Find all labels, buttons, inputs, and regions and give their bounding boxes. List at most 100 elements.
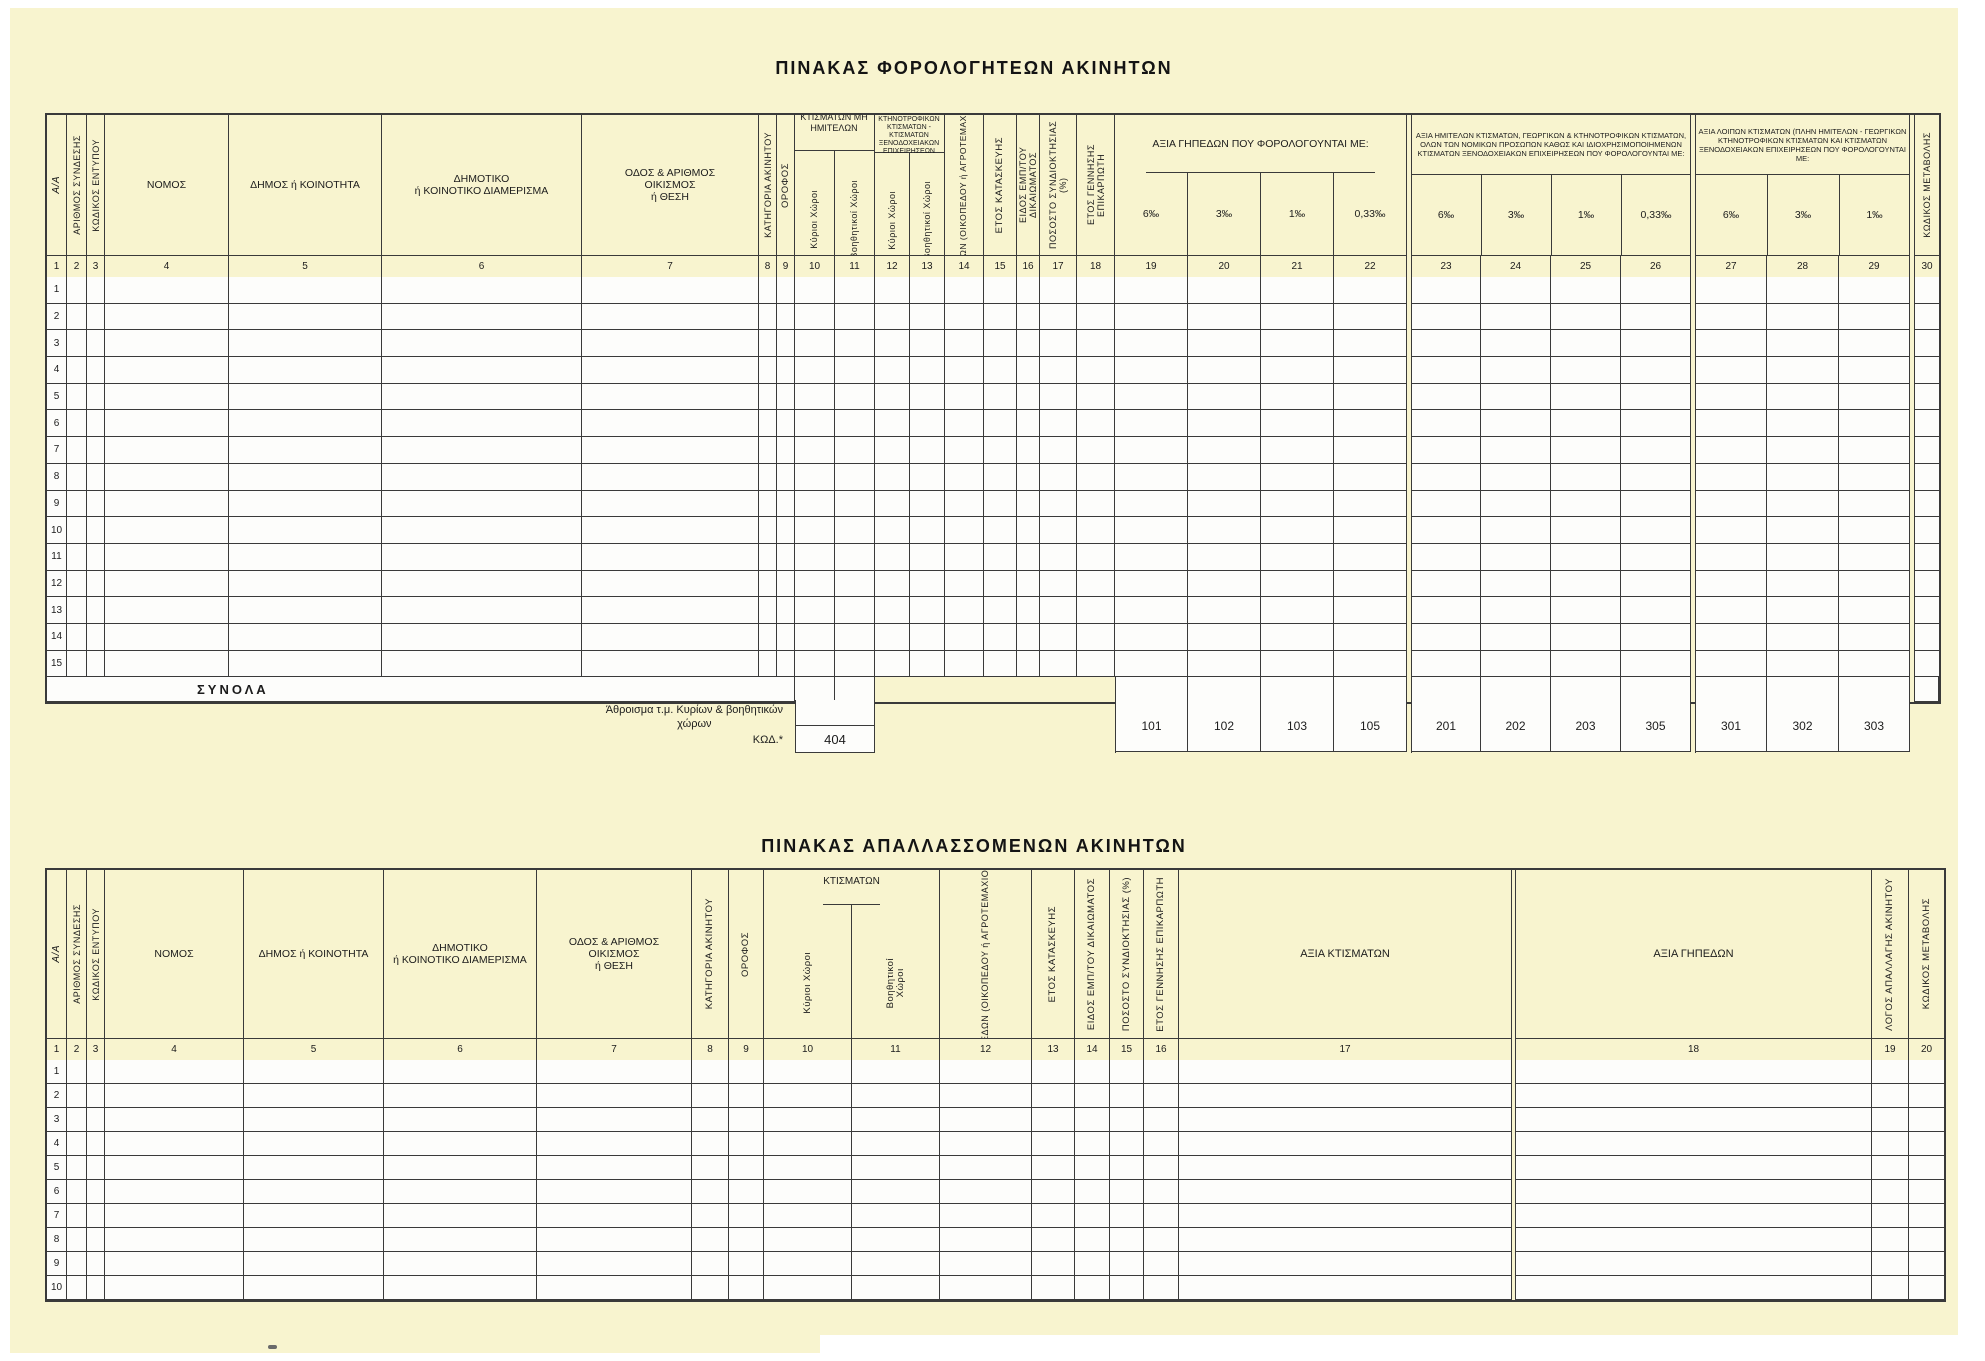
t2-colnum: 14: [1075, 1038, 1110, 1060]
t1-colnum: 30: [1914, 255, 1939, 277]
empty-cell: [1515, 1276, 1872, 1300]
empty-cell: [1179, 1156, 1512, 1180]
totals-cell: [1334, 677, 1407, 703]
empty-cell: [1334, 570, 1407, 598]
empty-cell: [67, 570, 87, 598]
empty-cell: [382, 597, 582, 624]
empty-cell: [795, 383, 835, 411]
t1-group-axia-loipon: ΑΞΙΑ ΛΟΙΠΩΝ ΚΤΙΣΜΑΤΩΝ (ΠΛΗΝ ΗΜΙΤΕΛΩΝ - Γ…: [1695, 115, 1910, 255]
empty-cell: [1872, 1204, 1909, 1228]
code-cell: 103: [1261, 700, 1334, 752]
empty-cell: [1261, 303, 1334, 331]
empty-cell: [1767, 303, 1839, 331]
code-cell: 305: [1621, 700, 1691, 752]
empty-cell: [1115, 463, 1188, 491]
empty-cell: [1872, 1180, 1909, 1204]
empty-cell: [87, 517, 105, 544]
t1-header-odos: ΟΔΟΣ & ΑΡΙΘΜΟΣ ΟΙΚΙΣΜΟΣ ή ΘΕΣΗ: [582, 115, 759, 255]
t1-colnum: 5: [229, 255, 382, 277]
empty-cell: [229, 357, 382, 384]
empty-cell: [1144, 1204, 1179, 1228]
code-cell: 105: [1334, 700, 1407, 752]
empty-cell: [1767, 650, 1839, 678]
empty-cell: [835, 410, 875, 438]
empty-cell: [729, 1132, 764, 1156]
empty-cell: [1411, 597, 1481, 624]
empty-cell: [1551, 330, 1621, 358]
empty-cell: [67, 330, 87, 358]
empty-cell: [1077, 650, 1115, 678]
empty-cell: [382, 543, 582, 571]
empty-cell: [1909, 1084, 1944, 1108]
empty-cell: [692, 1228, 729, 1252]
empty-cell: [105, 597, 229, 624]
t1-header-orofos: ΟΡΟΦΟΣ: [777, 115, 795, 255]
empty-cell: [852, 1084, 940, 1108]
empty-cell: [945, 277, 984, 304]
empty-cell: [910, 650, 945, 678]
empty-cell: [764, 1180, 852, 1204]
empty-cell: [582, 303, 759, 331]
empty-cell: [1017, 437, 1040, 464]
empty-cell: [105, 1276, 244, 1300]
empty-cell: [1621, 357, 1691, 384]
empty-cell: [105, 1132, 244, 1156]
empty-cell: [67, 303, 87, 331]
empty-cell: [1040, 543, 1077, 571]
empty-cell: [759, 277, 777, 304]
empty-cell: [1909, 1180, 1944, 1204]
empty-cell: [1515, 1084, 1872, 1108]
empty-cell: [1481, 303, 1551, 331]
code-cell: 303: [1839, 700, 1910, 752]
empty-cell: [1767, 543, 1839, 571]
empty-cell: [1839, 517, 1910, 544]
empty-cell: [1767, 330, 1839, 358]
empty-cell: [1334, 303, 1407, 331]
empty-cell: [1839, 597, 1910, 624]
empty-cell: [910, 303, 945, 331]
empty-cell: [1515, 1132, 1872, 1156]
empty-cell: [1481, 623, 1551, 651]
empty-cell: [1621, 437, 1691, 464]
empty-cell: [1077, 383, 1115, 411]
t1-colnum: 15: [984, 255, 1017, 277]
empty-cell: [1188, 543, 1261, 571]
empty-cell: [244, 1060, 384, 1084]
empty-cell: [87, 1060, 105, 1084]
empty-cell: [67, 623, 87, 651]
empty-cell: [244, 1132, 384, 1156]
empty-cell: [1621, 570, 1691, 598]
empty-cell: [852, 1228, 940, 1252]
empty-cell: [1481, 490, 1551, 518]
empty-cell: [229, 650, 382, 678]
totals-cell: [1261, 677, 1334, 703]
empty-cell: [759, 490, 777, 518]
t1-subgroup-imitelon: ΗΜΙΤΕΛΩΝ ΚΤΙΣΜΑΤΩΝ - ΓΕΩΡΓΙΚΩΝ & ΚΤΗΝΟΤΡ…: [874, 115, 945, 255]
empty-cell: [1621, 383, 1691, 411]
empty-cell: [1411, 543, 1481, 571]
empty-cell: [1621, 650, 1691, 678]
empty-cell: [105, 1156, 244, 1180]
t1-group-axia-imitelon: ΑΞΙΑ ΗΜΙΤΕΛΩΝ ΚΤΙΣΜΑΤΩΝ, ΓΕΩΡΓΙΚΩΝ & ΚΤΗ…: [1411, 115, 1691, 255]
empty-cell: [382, 303, 582, 331]
empty-cell: [795, 543, 835, 571]
empty-cell: [1334, 437, 1407, 464]
empty-cell: [1110, 1228, 1144, 1252]
empty-cell: [1040, 570, 1077, 598]
empty-cell: [1695, 303, 1767, 331]
t1-header-col12: Κύριοι Χώροι: [875, 152, 910, 255]
empty-cell: [1411, 410, 1481, 438]
empty-cell: [910, 517, 945, 544]
empty-cell: [582, 277, 759, 304]
code-cell: 201: [1412, 700, 1481, 752]
empty-cell: [875, 357, 910, 384]
table-row: 5: [47, 383, 1939, 411]
empty-cell: [835, 597, 875, 624]
empty-cell: [777, 517, 795, 544]
t1-rate-gipedon-1: 1‰: [1261, 173, 1334, 255]
empty-cell: [759, 650, 777, 678]
empty-cell: [244, 1204, 384, 1228]
empty-cell: [582, 623, 759, 651]
t2-header-dimos: ΔΗΜΟΣ ή ΚΟΙΝΟΤΗΤΑ: [244, 870, 384, 1038]
empty-cell: [940, 1180, 1032, 1204]
